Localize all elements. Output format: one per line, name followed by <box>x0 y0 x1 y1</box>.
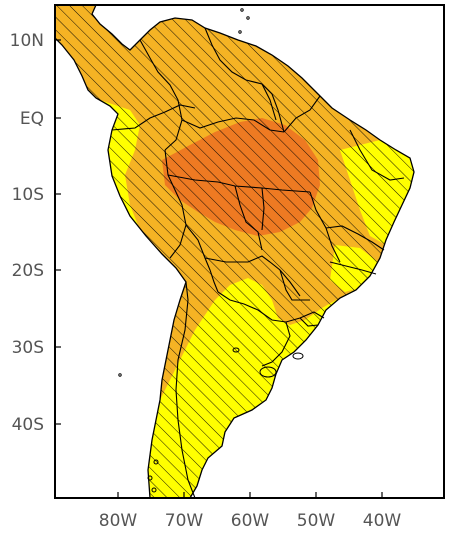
country-borders <box>111 27 405 498</box>
lat-label-30s: 30S <box>12 338 44 358</box>
latitude-axis <box>55 39 61 425</box>
lat-label-10n: 10N <box>10 31 44 51</box>
lat-label-40s: 40S <box>12 415 44 435</box>
lon-label-50w: 50W <box>297 511 336 531</box>
longitude-axis <box>117 492 383 498</box>
lon-label-80w: 80W <box>99 511 138 531</box>
lon-label-70w: 70W <box>165 511 204 531</box>
lon-label-60w: 60W <box>231 511 270 531</box>
lon-label-40w: 40W <box>363 511 402 531</box>
lat-label-eq: EQ <box>20 109 44 129</box>
lat-label-10s: 10S <box>12 185 44 205</box>
map-details <box>118 8 304 493</box>
lat-label-20s: 20S <box>12 261 44 281</box>
